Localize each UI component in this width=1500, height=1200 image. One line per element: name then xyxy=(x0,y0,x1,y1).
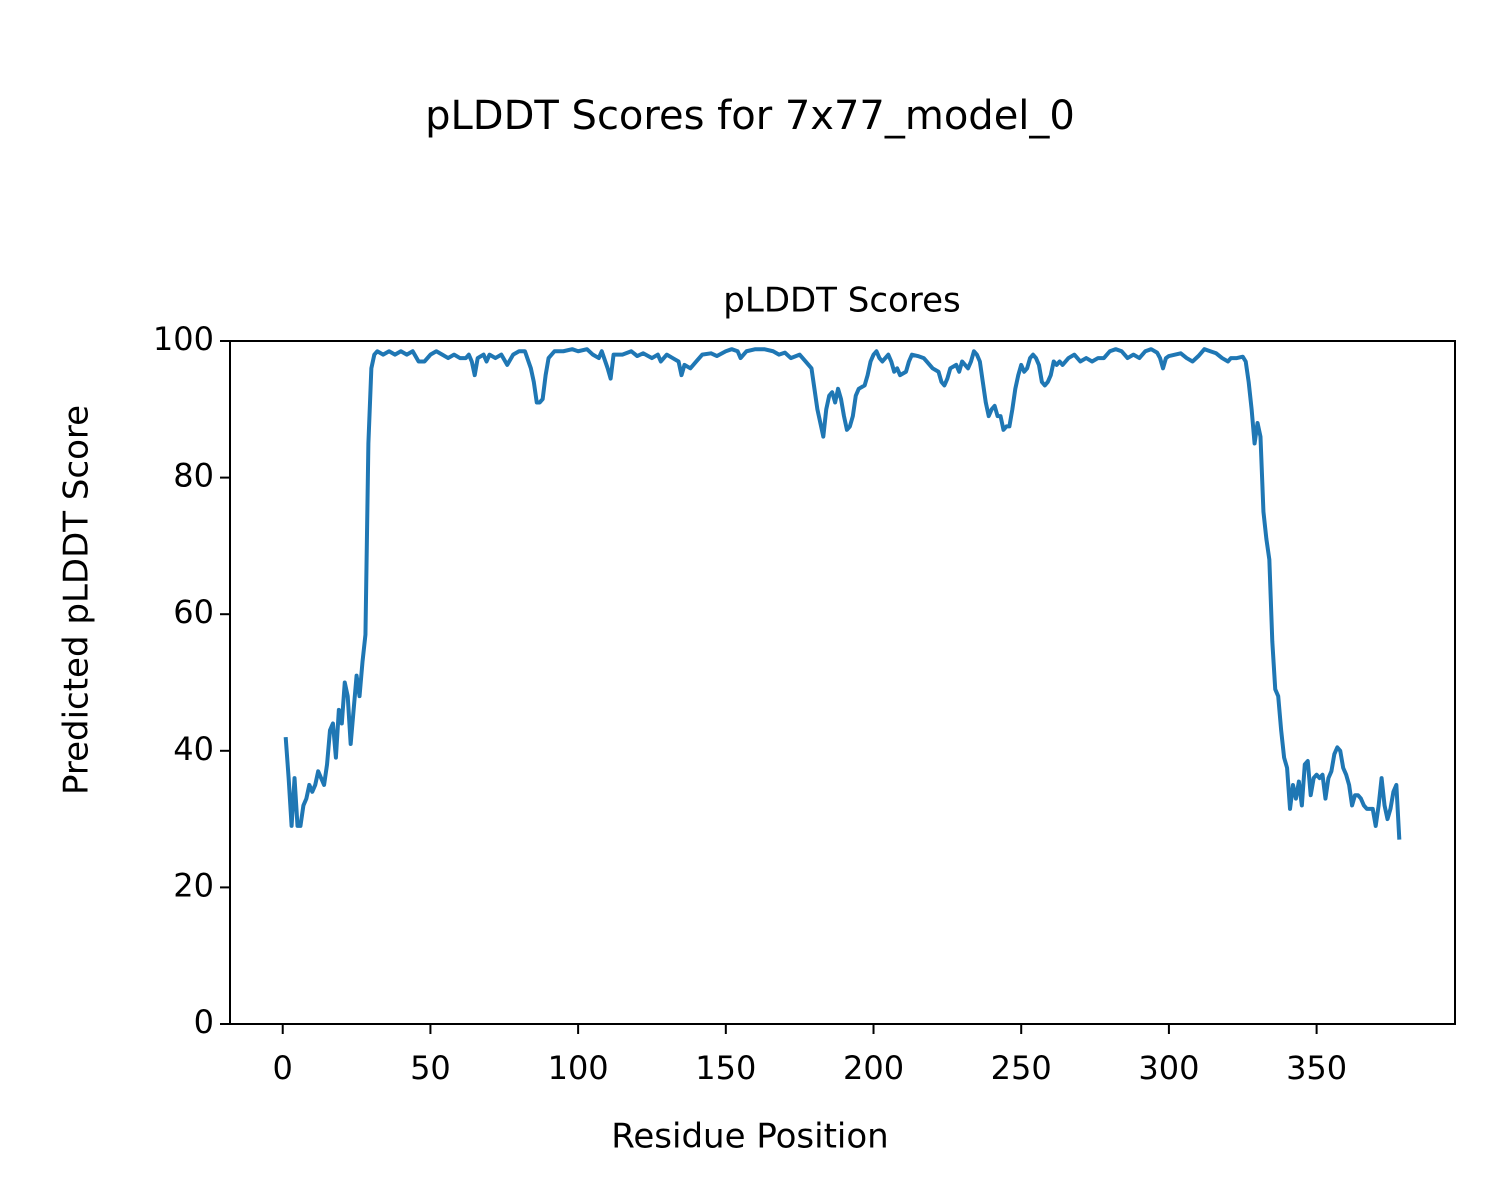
y-tick-label: 0 xyxy=(194,1003,214,1041)
x-tick-label: 150 xyxy=(695,1049,756,1087)
x-tick-label: 0 xyxy=(273,1049,293,1087)
axes-frame xyxy=(229,340,1456,1025)
y-tick-label: 60 xyxy=(173,593,214,631)
x-tick-label: 350 xyxy=(1286,1049,1347,1087)
axes-title: pLDDT Scores xyxy=(723,281,960,321)
y-tick-label: 80 xyxy=(173,457,214,495)
x-axis-label: Residue Position xyxy=(611,1117,888,1157)
x-tick-label: 50 xyxy=(410,1049,451,1087)
data-line xyxy=(283,347,1402,840)
y-axis-label: Predicted pLDDT Score xyxy=(57,405,97,795)
x-tick-label: 100 xyxy=(548,1049,609,1087)
x-tick-label: 250 xyxy=(991,1049,1052,1087)
y-tick-label: 100 xyxy=(153,320,214,358)
y-tick-label: 20 xyxy=(173,866,214,904)
x-tick-label: 200 xyxy=(843,1049,904,1087)
y-tick-label: 40 xyxy=(173,730,214,768)
chart-title: pLDDT Scores for 7x77_model_0 xyxy=(425,93,1075,139)
x-tick-label: 300 xyxy=(1138,1049,1199,1087)
